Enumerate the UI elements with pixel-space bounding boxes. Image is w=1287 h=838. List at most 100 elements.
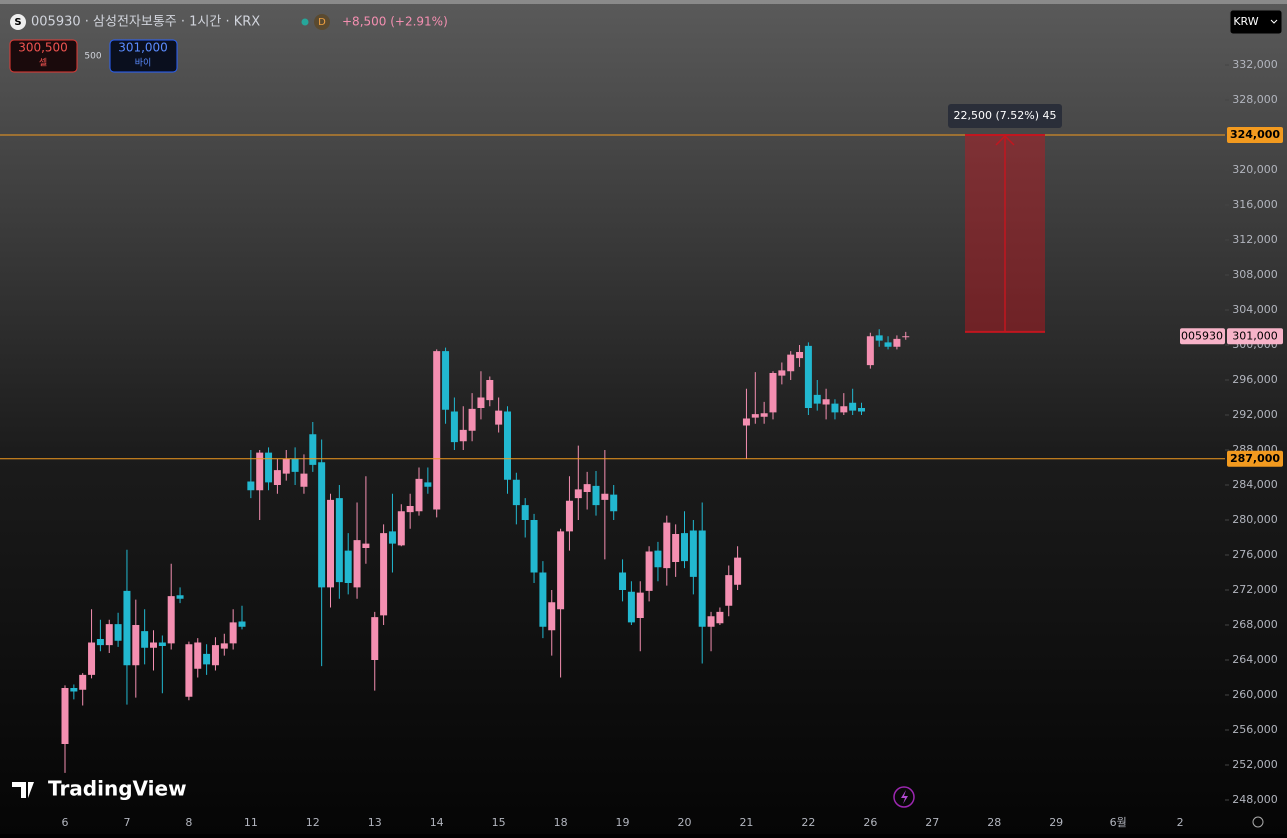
x-tick-label: 20 xyxy=(678,816,692,829)
candle-body xyxy=(415,478,423,512)
x-tick-label: 27 xyxy=(925,816,939,829)
candle-body xyxy=(388,531,396,544)
candle-body xyxy=(433,351,441,510)
y-tick-label: 256,000 xyxy=(1232,723,1278,736)
candle-body xyxy=(486,380,494,401)
candle-body xyxy=(327,499,334,588)
candle-body xyxy=(840,406,848,413)
y-tick-label: 312,000 xyxy=(1232,233,1278,246)
candle-body xyxy=(893,338,901,347)
candle-body xyxy=(114,624,122,641)
candle-body xyxy=(787,354,795,372)
candle-body xyxy=(672,534,680,562)
candle-body xyxy=(627,591,635,623)
candle-body xyxy=(229,622,237,644)
price-tag-label: 324,000 xyxy=(1230,128,1280,141)
d-badge: D xyxy=(318,17,326,28)
status-dot xyxy=(301,18,309,26)
y-tick-label: 304,000 xyxy=(1232,303,1278,316)
candle-body xyxy=(681,533,688,562)
candle-body xyxy=(185,644,193,697)
candle-body xyxy=(79,674,87,690)
candle-body xyxy=(663,522,671,569)
candle-body xyxy=(565,500,573,532)
candle-body xyxy=(592,485,600,506)
candle-body xyxy=(265,452,273,483)
candle-body xyxy=(273,470,281,485)
currency-button[interactable] xyxy=(1229,9,1283,35)
price-tag xyxy=(1227,127,1283,143)
settings-icon[interactable] xyxy=(1252,816,1264,828)
lightning xyxy=(901,790,908,804)
candle-body xyxy=(318,462,326,588)
candle-body xyxy=(813,394,821,404)
candle-body xyxy=(282,458,290,474)
currency[interactable]: KRW xyxy=(1233,15,1258,28)
x-tick-label: 15 xyxy=(492,816,506,829)
symbol-badge: S xyxy=(14,17,21,28)
candle-body xyxy=(875,335,883,341)
candle-body xyxy=(698,530,706,627)
y-tick-label: 268,000 xyxy=(1232,618,1278,631)
candle-body xyxy=(822,399,830,405)
candle-body xyxy=(796,352,804,359)
y-tick-label: 252,000 xyxy=(1232,758,1278,771)
candle-body xyxy=(707,616,715,627)
x-tick-label: 8 xyxy=(185,816,192,829)
y-tick-label: 248,000 xyxy=(1232,793,1278,806)
x-tick-label: 13 xyxy=(368,816,382,829)
candle-body xyxy=(176,595,184,599)
candle-body xyxy=(406,506,414,513)
buy-label[interactable]: 바이 xyxy=(135,58,152,69)
sell-button[interactable] xyxy=(9,39,78,73)
candle-body xyxy=(397,511,405,546)
candle-body xyxy=(504,411,511,480)
x-tick-label: 29 xyxy=(1049,816,1063,829)
current-price-tag xyxy=(1227,328,1283,345)
candle-body xyxy=(902,336,910,338)
x-tick-label: 22 xyxy=(801,816,815,829)
candle-body xyxy=(751,414,759,418)
candle-body xyxy=(220,643,228,649)
candle-body xyxy=(601,493,609,500)
x-tick-label: 19 xyxy=(616,816,630,829)
candle-body xyxy=(61,688,69,744)
candle-body xyxy=(557,531,565,610)
candle-body xyxy=(158,642,166,646)
candle-body xyxy=(804,345,812,408)
candle-body xyxy=(335,498,343,583)
candle-body xyxy=(300,473,308,487)
candle-body xyxy=(495,410,503,425)
logo: TradingView xyxy=(48,777,187,801)
sell-price[interactable]: 300,500 xyxy=(18,41,68,55)
x-tick-label: 2 xyxy=(1177,816,1184,829)
x-tick-label: 6 xyxy=(62,816,69,829)
y-tick-label: 280,000 xyxy=(1232,513,1278,526)
buy-button[interactable] xyxy=(109,39,178,73)
candle-body xyxy=(353,540,361,588)
x-tick-label: 14 xyxy=(430,816,444,829)
candle-body xyxy=(167,596,175,644)
candle-body xyxy=(636,592,644,618)
candle-body xyxy=(548,602,556,631)
x-tick-label: 6월 xyxy=(1110,816,1127,829)
candle-body xyxy=(194,642,202,669)
candle-body xyxy=(150,642,157,648)
symbol-title: 005930 · 삼성전자보통주 · 1시간 · KRX xyxy=(31,15,260,30)
lightning-icon[interactable] xyxy=(893,786,915,808)
x-tick-label: 12 xyxy=(306,816,320,829)
sell-label[interactable]: 셀 xyxy=(39,58,47,69)
candle-body xyxy=(132,625,140,666)
buy-price[interactable]: 301,000 xyxy=(118,41,168,55)
candle-body xyxy=(619,572,627,590)
candle-body xyxy=(96,639,104,646)
y-tick-label: 296,000 xyxy=(1232,373,1278,386)
candle-body xyxy=(849,402,857,411)
candle-body xyxy=(742,418,750,426)
candle-body xyxy=(734,557,742,585)
y-tick-label: 316,000 xyxy=(1232,198,1278,211)
x-tick-label: 26 xyxy=(863,816,877,829)
candle-body xyxy=(725,575,733,606)
candle-body xyxy=(512,479,520,506)
